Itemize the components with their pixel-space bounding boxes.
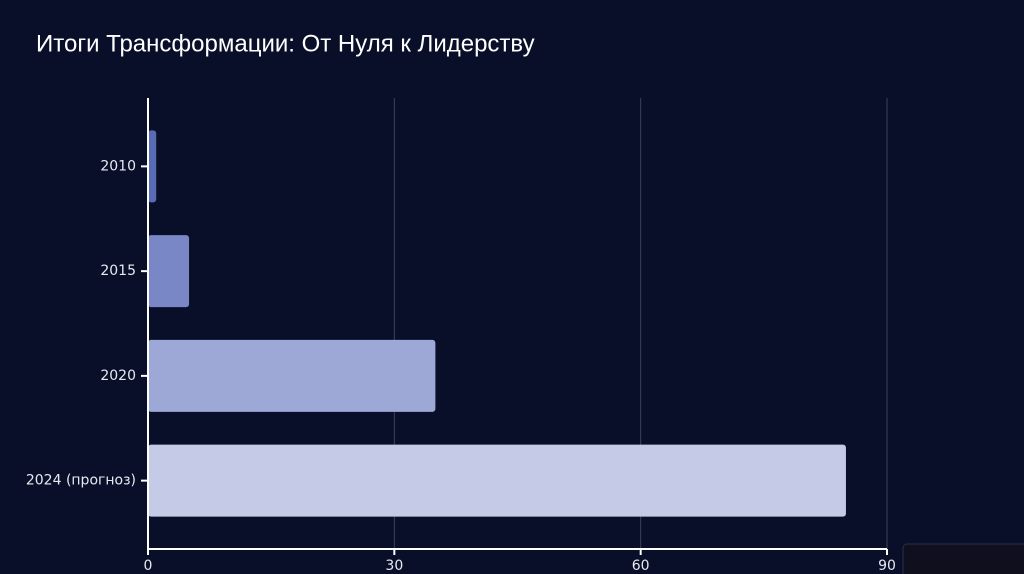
y-tick-label: 2020 <box>100 368 136 384</box>
bar <box>148 235 190 308</box>
tooltip-box <box>902 543 1024 574</box>
y-tick-label: 2015 <box>100 263 136 279</box>
x-tick-label: 0 <box>144 558 153 574</box>
bar <box>148 339 436 412</box>
bar <box>148 130 157 203</box>
y-tick-label: 2024 (прогноз) <box>26 473 136 489</box>
chart-title: Итоги Трансформации: От Нуля к Лидерству <box>36 30 535 57</box>
y-tick-label: 2010 <box>100 158 136 174</box>
x-tick-label: 60 <box>632 558 650 574</box>
x-tick-label: 90 <box>878 558 896 574</box>
x-tick-label: 30 <box>385 558 403 574</box>
bar <box>148 444 846 517</box>
